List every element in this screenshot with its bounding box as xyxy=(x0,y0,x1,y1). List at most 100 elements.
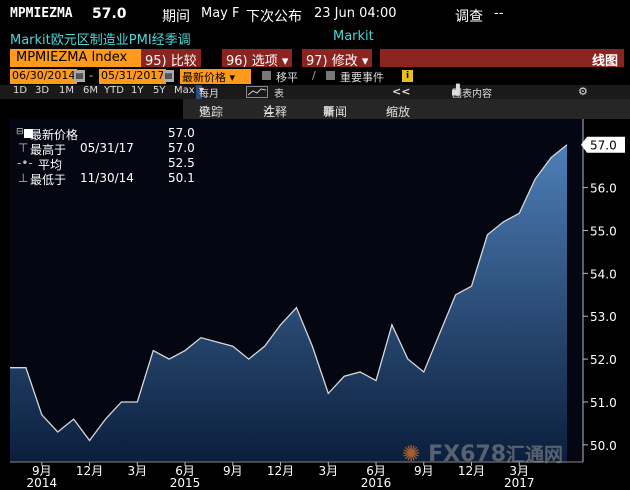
data-point[interactable] xyxy=(152,349,155,352)
range-max-button[interactable]: Max xyxy=(174,85,195,96)
move-checkbox[interactable] xyxy=(262,71,271,80)
data-point[interactable] xyxy=(263,345,266,348)
data-point[interactable] xyxy=(279,323,282,326)
average-marker-icon: -•- xyxy=(17,156,33,170)
start-date-input[interactable]: 06/30/2014 xyxy=(10,69,78,84)
calendar-icon[interactable]: ▤ xyxy=(74,70,85,82)
info-icon[interactable]: i xyxy=(402,70,413,82)
x-tick-label: 3月 xyxy=(509,464,529,478)
pen-icon[interactable]: / xyxy=(312,69,316,82)
data-point[interactable] xyxy=(199,336,202,339)
x-year-label: 2017 xyxy=(504,476,535,490)
annotate-icon: ∠ xyxy=(263,103,274,117)
data-point[interactable] xyxy=(311,345,314,348)
modify-label: 修改 xyxy=(331,54,358,69)
next-release-value: 23 Jun 04:00 xyxy=(314,6,397,21)
data-point[interactable] xyxy=(56,430,59,433)
data-point[interactable] xyxy=(406,358,409,361)
data-point[interactable] xyxy=(565,143,568,146)
crosshair-icon: ⊕ xyxy=(199,103,210,117)
data-point[interactable] xyxy=(486,233,489,236)
chart-content-icon: ▟ xyxy=(452,85,460,96)
frequency-select[interactable]: 每月 ▾ xyxy=(196,85,219,100)
data-point[interactable] xyxy=(120,400,123,403)
legend-low-value: 50.1 xyxy=(168,171,195,185)
end-date-input[interactable]: 05/31/2017 xyxy=(99,69,167,84)
calendar-icon[interactable]: ▤ xyxy=(163,70,174,82)
options-label: 选项 xyxy=(251,54,278,69)
events-checkbox[interactable] xyxy=(326,71,335,80)
x-tick-label: 12月 xyxy=(267,464,294,478)
survey-value: -- xyxy=(494,6,504,21)
pmi-series-line xyxy=(10,144,568,442)
data-point[interactable] xyxy=(534,177,537,180)
compare-button[interactable]: 95) 比较 xyxy=(141,49,201,69)
y-tick-label: 54.0 xyxy=(590,267,617,281)
range-3d-button[interactable]: 3D xyxy=(35,85,50,96)
collapse-icon[interactable]: << xyxy=(392,85,411,98)
watermark-suffix: 汇通网 xyxy=(506,444,564,466)
index-name-field[interactable]: MPMIEZMA Index xyxy=(10,49,155,67)
data-point[interactable] xyxy=(215,340,218,343)
data-point[interactable] xyxy=(343,375,346,378)
data-point[interactable] xyxy=(438,332,441,335)
options-button[interactable]: 96) 选项 ▾ xyxy=(222,49,293,69)
date-separator: - xyxy=(89,69,93,82)
y-tick-label: 52.0 xyxy=(590,353,617,367)
data-point[interactable] xyxy=(183,349,186,352)
data-point[interactable] xyxy=(390,323,393,326)
legend-last-value: 57.0 xyxy=(168,126,195,140)
data-point[interactable] xyxy=(359,370,362,373)
data-point[interactable] xyxy=(470,285,473,288)
legend-collapse-icon[interactable]: ⊟ xyxy=(16,127,24,137)
range-6m-button[interactable]: 6M xyxy=(83,85,98,96)
data-point[interactable] xyxy=(231,345,234,348)
data-point[interactable] xyxy=(136,400,139,403)
legend-high-name: 最高于 xyxy=(30,143,67,157)
y-tick-label: 53.0 xyxy=(590,310,617,324)
range-ytd-button[interactable]: YTD xyxy=(104,85,124,96)
data-point[interactable] xyxy=(168,358,171,361)
data-point[interactable] xyxy=(8,366,11,369)
x-tick-label: 12月 xyxy=(458,464,485,478)
zoom-label: 缩放 xyxy=(386,105,411,119)
mini-line-chart-icon[interactable] xyxy=(246,86,268,98)
range-5y-button[interactable]: 5Y xyxy=(153,85,166,96)
security-description-bar: Markit欧元区制造业PMI经季调 Markit xyxy=(0,27,630,48)
data-point[interactable] xyxy=(40,413,43,416)
data-point[interactable] xyxy=(72,418,75,421)
data-point[interactable] xyxy=(327,392,330,395)
zoom-icon: ⌕ xyxy=(386,103,393,117)
news-label: 新闻 xyxy=(323,105,348,119)
view-type-button[interactable]: 线图 xyxy=(380,49,624,69)
period-label: 期间 xyxy=(162,9,190,25)
data-point[interactable] xyxy=(454,293,457,296)
price-field-select[interactable]: 最新价格 ▾ xyxy=(180,69,252,84)
dropdown-arrow-icon: ▾ xyxy=(361,54,369,69)
move-label: 移平 xyxy=(276,71,298,84)
data-point[interactable] xyxy=(24,366,27,369)
legend-low-date: 11/30/14 xyxy=(80,171,134,185)
data-point[interactable] xyxy=(502,220,505,223)
y-tick-label: 56.0 xyxy=(590,182,617,196)
data-point[interactable] xyxy=(549,156,552,159)
data-point[interactable] xyxy=(88,439,91,442)
last-value: 57.0 xyxy=(92,6,127,22)
security-header: MPMIEZMA 57.0 期间 May F 下次公布 23 Jun 04:00… xyxy=(0,0,630,27)
data-point[interactable] xyxy=(104,418,107,421)
data-point[interactable] xyxy=(247,358,250,361)
command-bar: MPMIEZMA Index 95) 比较 96) 选项 ▾ 97) 修改 ▾ … xyxy=(0,48,630,69)
table-button[interactable]: 表 xyxy=(274,89,284,100)
range-1d-button[interactable]: 1D xyxy=(13,85,28,96)
range-1m-button[interactable]: 1M xyxy=(59,85,74,96)
data-point[interactable] xyxy=(374,379,377,382)
range-1y-button[interactable]: 1Y xyxy=(131,85,144,96)
data-point[interactable] xyxy=(295,306,298,309)
x-tick-label: 9月 xyxy=(223,464,243,478)
data-point[interactable] xyxy=(422,370,425,373)
modify-button[interactable]: 97) 修改 ▾ xyxy=(302,49,373,69)
data-point[interactable] xyxy=(518,212,521,215)
chart-toolbar: ⊕ 追踪 ∠ 注释 ▦ 新闻 ⌕ 缩放 xyxy=(183,99,630,119)
gear-icon[interactable]: ⚙ xyxy=(578,85,588,98)
